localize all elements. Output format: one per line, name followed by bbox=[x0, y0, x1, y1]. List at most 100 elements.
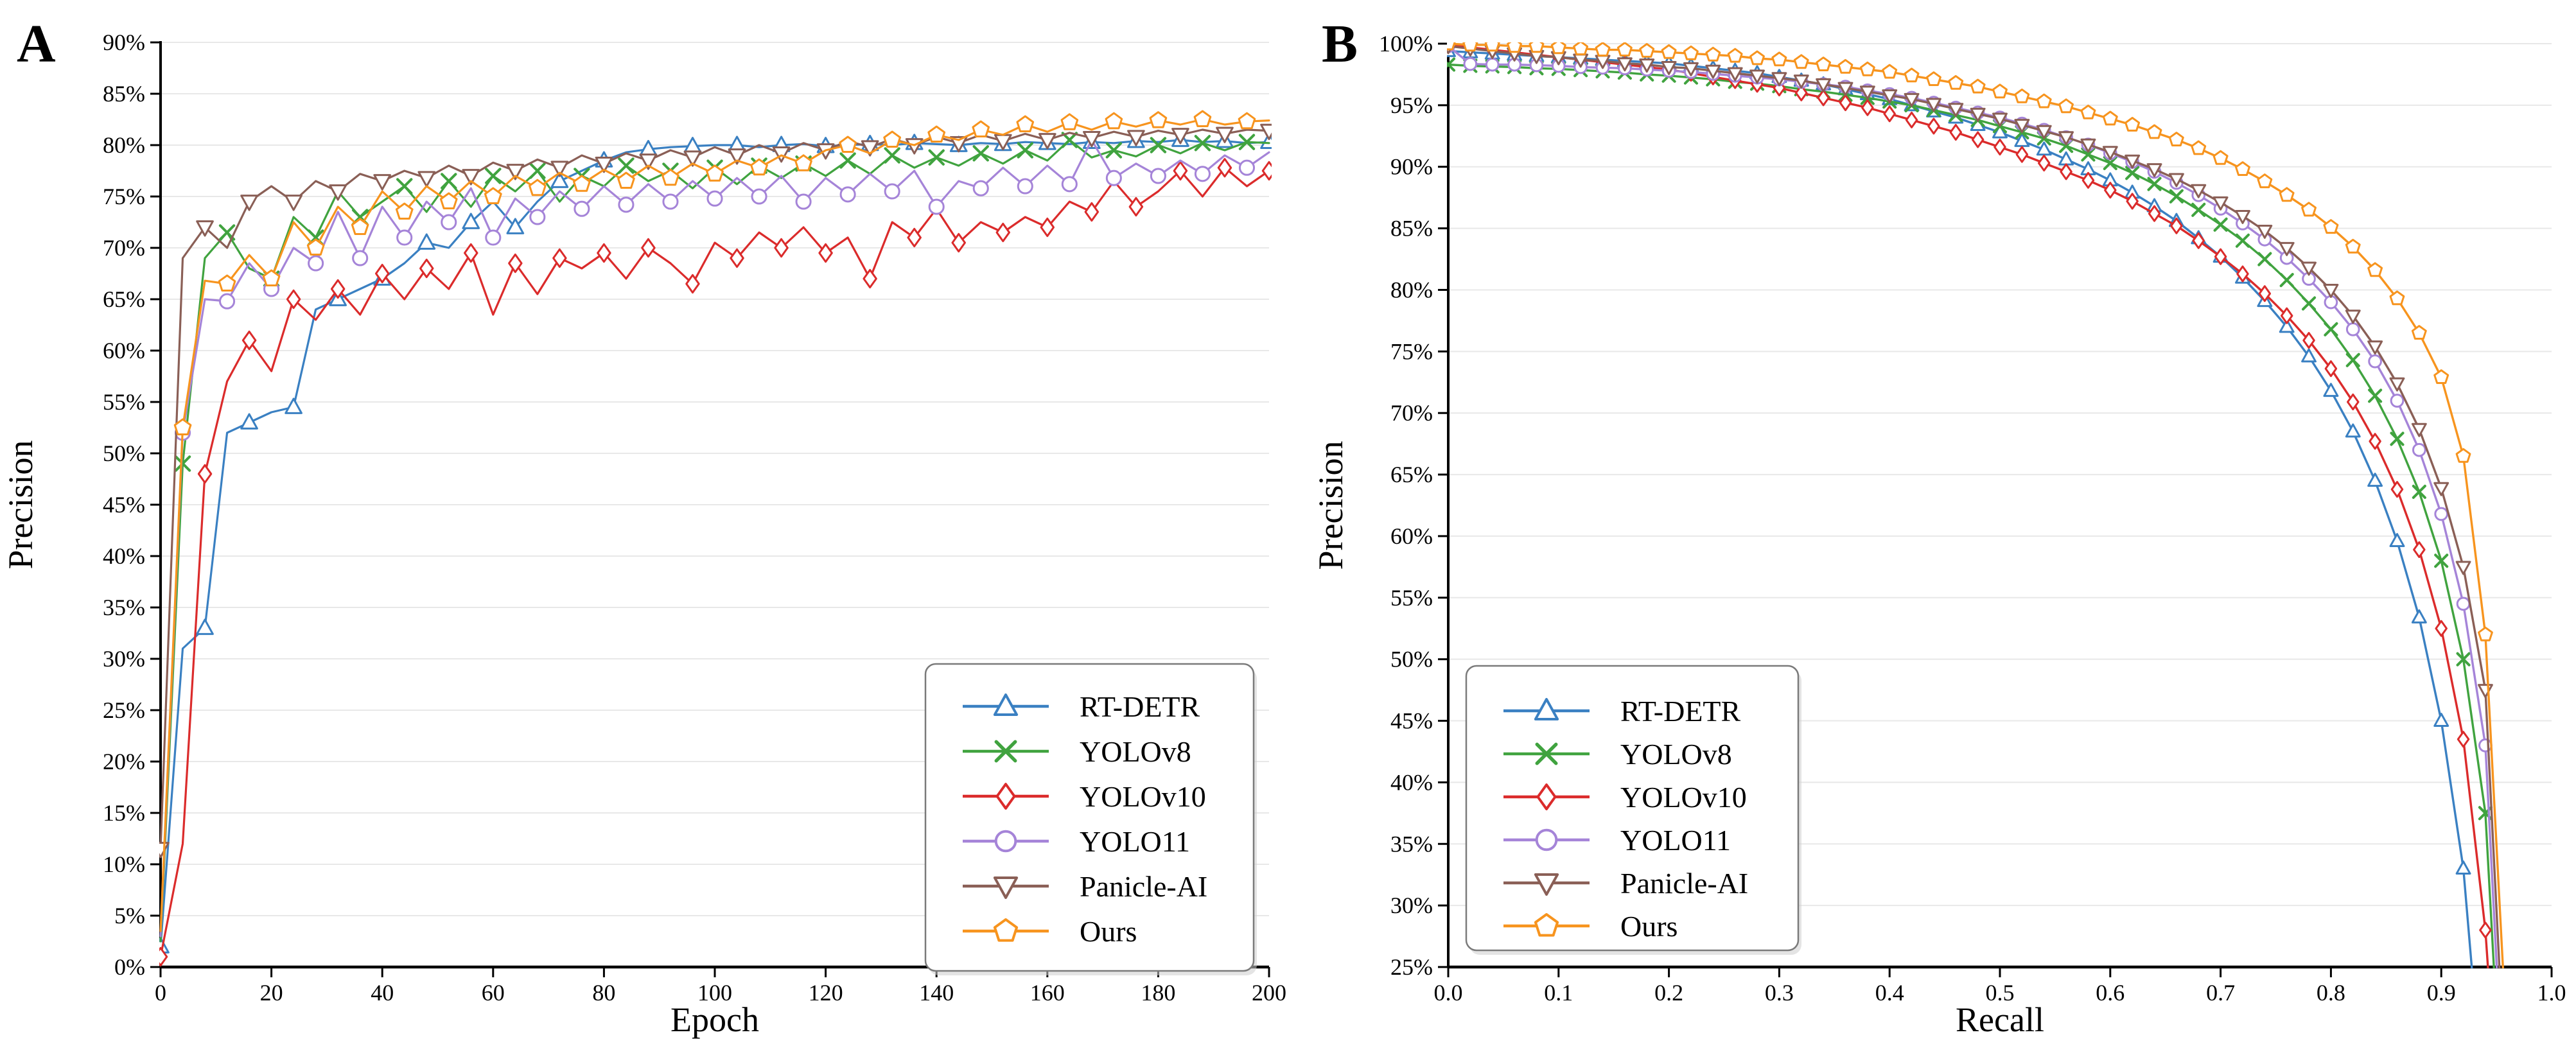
x-tick-label: 0.3 bbox=[1765, 980, 1794, 1006]
y-tick-label: 90% bbox=[1390, 154, 1433, 180]
pentagon-marker-icon bbox=[1550, 42, 1566, 55]
triangle-up-marker-icon bbox=[2014, 132, 2030, 147]
y-tick-label: 55% bbox=[103, 389, 145, 415]
triangle-down-marker-icon bbox=[2058, 131, 2074, 146]
x-tick-label: 120 bbox=[809, 980, 843, 1006]
triangle-down-marker-icon bbox=[2279, 241, 2295, 256]
pentagon-marker-icon bbox=[2014, 88, 2030, 103]
x-marker-icon bbox=[994, 740, 1017, 763]
y-tick-label: 95% bbox=[1390, 92, 1433, 118]
triangle-down-marker-icon bbox=[993, 876, 1019, 899]
y-tick-label: 40% bbox=[1390, 769, 1433, 795]
thin-diamond-marker-icon bbox=[2413, 541, 2426, 559]
series-markers-panicle-ai bbox=[159, 123, 1272, 859]
circle-marker-icon bbox=[1105, 170, 1122, 186]
x-marker-icon bbox=[1194, 135, 1211, 152]
triangle-up-marker-icon bbox=[2367, 473, 2383, 487]
triangle-down-marker-icon bbox=[1038, 133, 1056, 150]
triangle-down-marker-icon bbox=[159, 842, 170, 859]
circle-marker-icon bbox=[972, 180, 989, 196]
circle-marker-icon bbox=[706, 190, 723, 207]
triangle-up-marker-icon bbox=[2345, 423, 2361, 438]
y-tick-label: 60% bbox=[1390, 523, 1433, 549]
pentagon-marker-icon bbox=[617, 171, 635, 189]
legend-item-label: Panicle-AI bbox=[1080, 870, 1207, 903]
thin-diamond-marker-icon bbox=[951, 232, 966, 253]
x-marker-icon bbox=[1535, 742, 1558, 765]
x-marker-icon bbox=[2368, 388, 2383, 403]
triangle-up-marker-icon bbox=[417, 233, 436, 250]
y-tick-label: 10% bbox=[103, 851, 145, 877]
pentagon-marker-icon bbox=[839, 135, 857, 153]
x-marker-icon bbox=[2213, 217, 2228, 232]
pentagon-marker-icon bbox=[2102, 110, 2118, 126]
x-marker-icon bbox=[1150, 137, 1167, 153]
circle-marker-icon bbox=[219, 293, 236, 309]
pentagon-marker-icon bbox=[484, 187, 502, 204]
circle-marker-icon bbox=[2412, 442, 2426, 457]
pentagon-marker-icon bbox=[306, 238, 325, 256]
pentagon-marker-icon bbox=[2125, 117, 2141, 132]
triangle-up-marker-icon bbox=[196, 618, 214, 635]
y-tick-label: 15% bbox=[103, 800, 145, 826]
y-tick-label: 50% bbox=[103, 440, 145, 466]
legend-item-label: Ours bbox=[1620, 910, 1678, 943]
thin-diamond-marker-icon bbox=[907, 227, 922, 248]
pentagon-marker-icon bbox=[1462, 42, 1478, 52]
series-layer bbox=[159, 110, 1272, 967]
y-tick-label: 20% bbox=[103, 749, 145, 774]
x-tick-label: 0.4 bbox=[1875, 980, 1904, 1006]
circle-marker-icon bbox=[1463, 57, 1478, 71]
pentagon-marker-icon bbox=[927, 125, 946, 143]
series-markers-yolov10 bbox=[159, 158, 1272, 967]
thin-diamond-marker-icon bbox=[995, 783, 1016, 810]
thin-diamond-marker-icon bbox=[159, 946, 168, 967]
pentagon-marker-icon bbox=[706, 164, 724, 182]
triangle-down-marker-icon bbox=[1925, 98, 1941, 112]
thin-diamond-marker-icon bbox=[1993, 139, 2006, 156]
x-tick-label: 0.5 bbox=[1986, 980, 2015, 1006]
x-tick-label: 0 bbox=[155, 980, 166, 1006]
circle-marker-icon bbox=[884, 183, 900, 200]
triangle-down-marker-icon bbox=[1127, 130, 1145, 146]
legend-item-label: RT-DETR bbox=[1080, 690, 1200, 723]
thin-diamond-marker-icon bbox=[2126, 193, 2139, 210]
triangle-up-marker-icon bbox=[2279, 318, 2295, 333]
thin-diamond-marker-icon bbox=[995, 222, 1011, 243]
legend-item-panicle-ai: Panicle-AI bbox=[963, 870, 1207, 903]
triangle-down-marker-icon bbox=[1216, 126, 1234, 143]
legend-item-label: YOLO11 bbox=[1620, 824, 1731, 857]
circle-marker-icon bbox=[994, 830, 1017, 853]
triangle-down-marker-icon bbox=[373, 174, 392, 191]
x-tick-label: 140 bbox=[919, 980, 954, 1006]
x-tick-label: 0.2 bbox=[1654, 980, 1683, 1006]
triangle-down-marker-icon bbox=[2080, 138, 2096, 153]
legend-item-yolov10: YOLOv10 bbox=[963, 780, 1206, 813]
triangle-up-marker-icon bbox=[2389, 533, 2405, 548]
x-marker-icon bbox=[2412, 484, 2426, 499]
triangle-down-marker-icon bbox=[285, 195, 302, 211]
circle-marker-icon bbox=[2456, 597, 2471, 611]
circle-marker-icon bbox=[2390, 394, 2405, 408]
triangle-down-marker-icon bbox=[506, 164, 525, 180]
y-tick-label: 85% bbox=[1390, 216, 1433, 241]
pentagon-marker-icon bbox=[2455, 448, 2471, 463]
x-marker-icon bbox=[928, 149, 945, 166]
thin-diamond-marker-icon bbox=[1927, 118, 1940, 135]
thin-diamond-marker-icon bbox=[419, 258, 434, 279]
triangle-up-marker-icon bbox=[462, 213, 480, 229]
y-tick-label: 85% bbox=[103, 81, 145, 107]
x-marker-icon bbox=[1017, 142, 1033, 159]
y-tick-label: 65% bbox=[1390, 462, 1433, 487]
circle-marker-icon bbox=[1017, 178, 1033, 195]
pentagon-marker-icon bbox=[1573, 42, 1589, 56]
triangle-down-marker-icon bbox=[196, 220, 214, 237]
x-tick-label: 0.9 bbox=[2427, 980, 2456, 1006]
series-line-yolov10 bbox=[159, 166, 1270, 958]
circle-marker-icon bbox=[928, 198, 945, 215]
thin-diamond-marker-icon bbox=[730, 248, 744, 268]
triangle-down-marker-icon bbox=[2102, 146, 2118, 161]
triangle-down-marker-icon bbox=[1705, 64, 1721, 79]
thin-diamond-marker-icon bbox=[2479, 921, 2492, 939]
x-marker-icon bbox=[2279, 273, 2294, 288]
